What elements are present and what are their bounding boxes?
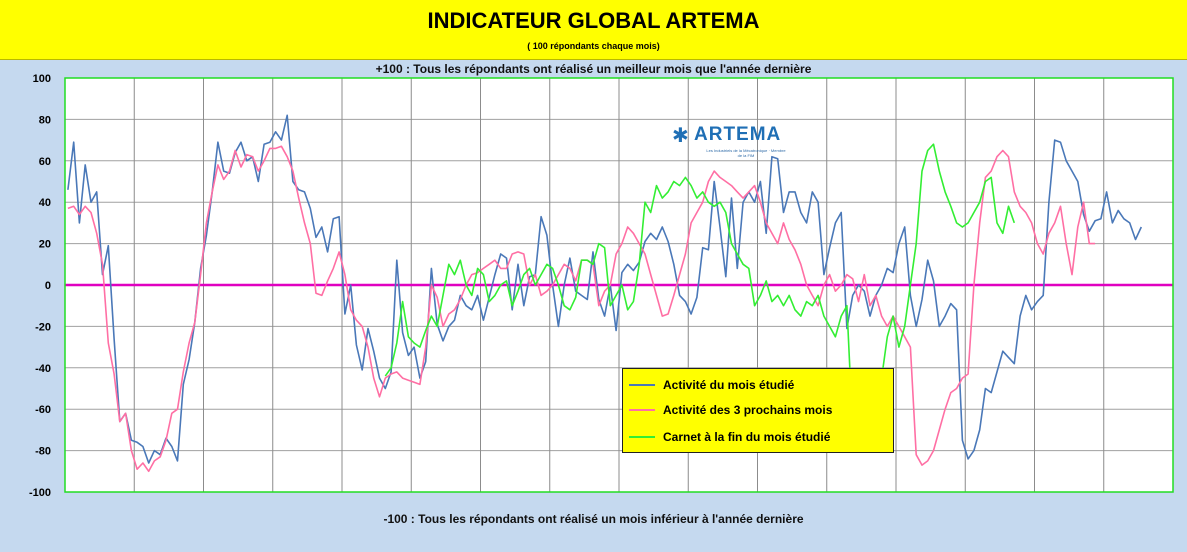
y-tick-label: -20 <box>35 321 51 333</box>
series-line <box>384 143 1016 452</box>
chart-subtitle: ( 100 répondants chaque mois) <box>527 41 660 51</box>
y-tick-label: 100 <box>33 73 51 85</box>
logo-name: ARTEMA <box>694 124 782 145</box>
star-icon: ✱ <box>672 125 689 147</box>
logo-tagline: Les Industriels de la Mécatronique · Mem… <box>706 148 786 158</box>
y-tick-label: -60 <box>35 404 51 416</box>
legend-swatch <box>629 409 655 411</box>
y-tick-label: -100 <box>29 487 51 499</box>
legend-label: Activité du mois étudié <box>663 378 795 392</box>
y-tick-label: 60 <box>39 156 51 168</box>
legend-item: Carnet à la fin du mois étudié <box>629 429 830 445</box>
top-note: +100 : Tous les répondants ont réalisé u… <box>375 62 812 76</box>
y-tick-label: 20 <box>39 239 51 251</box>
legend-item: Activité du mois étudié <box>629 377 794 393</box>
legend-label: Activité des 3 prochains mois <box>663 403 833 417</box>
legend-label: Carnet à la fin du mois étudié <box>663 430 831 444</box>
legend-swatch <box>629 436 655 438</box>
chart-title: INDICATEUR GLOBAL ARTEMA <box>427 8 760 33</box>
y-tick-label: -40 <box>35 363 51 375</box>
legend-item: Activité des 3 prochains mois <box>629 402 832 418</box>
chart-legend: Activité du mois étudié Activité des 3 p… <box>622 368 894 453</box>
artema-logo: ✱ ARTEMA Les Industriels de la Mécatroni… <box>672 124 802 164</box>
y-tick-label: -80 <box>35 446 51 458</box>
legend-swatch <box>629 384 655 386</box>
plot-border <box>64 77 1174 493</box>
y-tick-label: 80 <box>39 114 51 126</box>
series-line <box>67 114 1143 464</box>
y-tick-label: 0 <box>45 280 51 292</box>
y-tick-label: 40 <box>39 197 51 209</box>
bottom-note: -100 : Tous les répondants ont réalisé u… <box>383 512 804 526</box>
title-banner: INDICATEUR GLOBAL ARTEMA ( 100 répondant… <box>0 0 1187 60</box>
